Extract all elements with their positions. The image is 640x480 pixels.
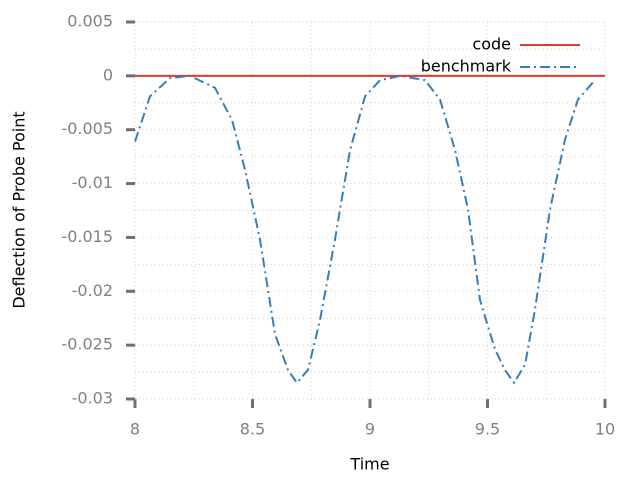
y-tick-label: -0.005 bbox=[61, 119, 113, 138]
y-tick-label: -0.015 bbox=[61, 227, 113, 246]
legend-label: code bbox=[472, 35, 511, 54]
line-series bbox=[134, 74, 596, 385]
y-tick-label: -0.03 bbox=[72, 389, 113, 408]
y-tick-label: -0.02 bbox=[72, 281, 113, 300]
x-tick-label: 10 bbox=[595, 420, 615, 439]
x-tick-label: 8 bbox=[130, 420, 140, 439]
y-tick-label: 0.005 bbox=[67, 12, 113, 31]
y-axis-label: Deflection of Probe Point bbox=[10, 111, 29, 308]
x-tick-label: 9.5 bbox=[475, 420, 500, 439]
x-tick-label: 9 bbox=[365, 420, 375, 439]
legend-label: benchmark bbox=[421, 57, 512, 76]
y-tick-label: -0.025 bbox=[61, 335, 113, 354]
x-axis-label: Time bbox=[349, 455, 389, 474]
y-tick-label: 0 bbox=[103, 65, 113, 84]
x-tick-label: 8.5 bbox=[240, 420, 265, 439]
y-tick-label: -0.01 bbox=[72, 173, 113, 192]
